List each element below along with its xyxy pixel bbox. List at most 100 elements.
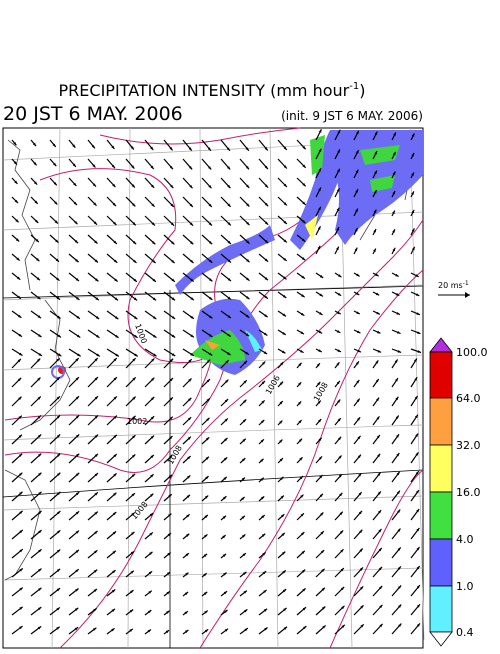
wind-arrow-head [151,358,155,362]
wind-arrow-head [375,360,379,364]
wind-arrow-head [359,548,363,552]
wind-arrow-head [132,396,136,400]
wind-arrow-head [338,455,342,459]
wind-arrow-head [57,491,61,496]
wind-arrow-head [318,349,322,352]
wind-arrow-head [378,510,382,514]
wind-arrow-head [302,164,306,168]
wind-arrow-head [113,492,117,496]
wind-arrow-head [18,314,22,318]
wind-arrow-head [415,490,419,494]
wind-arrow-head [94,396,98,400]
wind-arrow-head [245,333,250,337]
wind-arrow-head [337,168,340,173]
wind-arrow-head [186,494,190,499]
wind-arrow-head [94,357,98,362]
wind-arrow-head [357,349,362,353]
wind-arrow-head [38,587,42,591]
wind-arrow-head [376,416,380,420]
wind-arrow-head [72,163,76,167]
wind-arrow-head [19,587,23,591]
wind-arrow-head [225,360,229,364]
wind-arrow-head [243,609,248,613]
wind-arrow-head [396,490,400,495]
wind-arrow-head [224,437,228,442]
wind-arrow-head [398,604,402,608]
wind-arrow-head [397,509,401,513]
wind-arrow-head [96,353,100,357]
wind-arrow-head [208,184,212,189]
wind-arrow-head [204,534,208,538]
wind-arrow-head [152,316,157,320]
wind-arrow-head [14,180,18,184]
wind-arrow-head [96,334,100,338]
valid-time: 20 JST 6 MAY. 2006 [3,103,183,125]
wind-arrow-head [358,492,362,496]
wind-arrow-head [340,549,344,553]
wind-arrow-head [319,312,323,315]
wind-arrow-head [204,495,209,499]
wind-arrow-head [320,531,324,535]
wind-arrow-head [242,438,246,442]
wind-arrow-head [358,510,363,515]
wind-arrow-head [36,258,40,262]
wind-arrow-head [151,396,155,401]
wind-arrow-head [189,203,193,207]
wind-arrow-head [392,247,396,252]
wind-arrow-head [150,493,154,497]
wind-arrow-head [167,533,172,537]
wind-arrow-head [263,332,268,336]
wind-arrow-head [131,531,135,536]
wind-arrow-head [417,331,421,334]
wind-arrow-head [186,475,191,479]
wind-arrow-head [132,203,136,207]
wind-arrow-head [264,295,268,299]
wind-arrow-head [131,493,135,497]
wind-arrow-head [264,202,269,207]
wind-arrow-head [300,513,304,517]
wind-arrow-head [392,210,395,214]
wind-arrow-head [227,184,231,189]
wind-arrow-head [132,222,136,226]
wind-arrow-head [377,349,382,353]
wind-arrow-head [281,514,285,518]
wind-arrow-head [279,420,283,424]
wind-arrow-head [414,414,418,419]
wind-arrow-head [396,434,400,438]
wind-arrow-head [223,496,227,500]
wind-arrow-head [377,472,381,476]
wind-arrow-head [340,586,345,591]
wind-arrow-head [222,535,226,539]
wind-arrow-head [264,147,268,151]
wind-arrow-head [94,453,99,458]
wind-arrow-head [373,229,377,233]
wind-arrow-head [150,474,154,478]
wind-arrow-head [190,315,194,319]
wind-arrow-head [16,257,20,261]
wind-arrow-head [318,129,322,133]
wind-arrow-head [355,150,359,154]
wind-arrow-head [227,315,231,319]
wind-arrow-head [113,377,117,381]
wind-arrow-head [208,241,213,245]
wind-arrow-head [397,528,401,532]
wind-arrow-head [397,566,401,570]
wind-arrow-head [166,591,170,595]
wind-scale-label: 20 ms-1 [438,280,469,290]
wind-arrow-head [188,378,192,382]
wind-arrow-head [15,219,19,223]
wind-arrow-head [282,331,286,335]
wind-arrow-head [319,274,324,278]
wind-arrow-head [113,396,117,400]
wind-arrow-head [75,396,80,400]
wind-arrow-head [226,147,230,151]
wind-arrow-head [321,568,325,573]
wind-arrow-head [150,184,155,188]
wind-arrow-head [111,589,116,593]
wind-arrow-head [336,227,339,231]
wind-arrow-head [337,149,340,153]
wind-arrow-head [53,162,57,167]
wind-arrow-head [301,275,305,279]
wind-arrow-head [301,238,306,242]
wind-arrow-head [150,454,154,459]
